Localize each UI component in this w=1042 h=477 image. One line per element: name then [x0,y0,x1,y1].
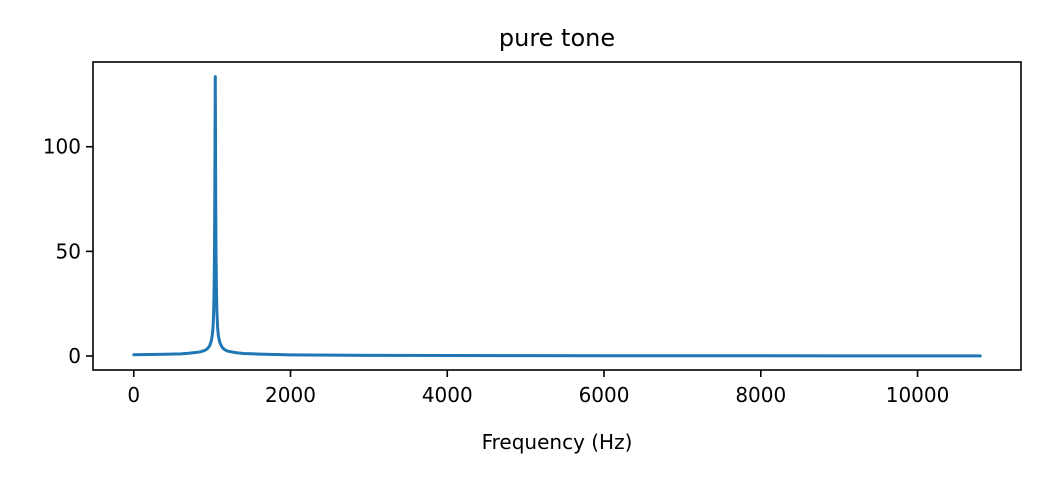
x-tick-label: 4000 [422,383,473,407]
x-axis: 0 2000 4000 6000 8000 10000 [127,370,949,407]
y-tick-label: 50 [56,239,81,263]
y-tick-label: 100 [43,135,81,159]
x-tick-label: 2000 [265,383,316,407]
x-tick-label: 10000 [886,383,950,407]
chart-title: pure tone [499,24,615,52]
x-tick-label: 6000 [579,383,630,407]
x-axis-label: Frequency (Hz) [482,430,633,454]
axes-frame [92,61,1022,371]
plot-area [132,75,982,358]
x-tick-label: 0 [127,383,140,407]
series-line [132,75,982,358]
x-tick-label: 8000 [735,383,786,407]
y-tick-label: 0 [68,344,81,368]
y-axis: 0 50 100 [43,135,93,368]
